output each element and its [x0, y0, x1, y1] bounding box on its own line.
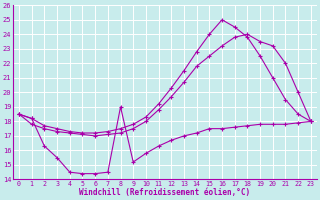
- X-axis label: Windchill (Refroidissement éolien,°C): Windchill (Refroidissement éolien,°C): [79, 188, 251, 197]
